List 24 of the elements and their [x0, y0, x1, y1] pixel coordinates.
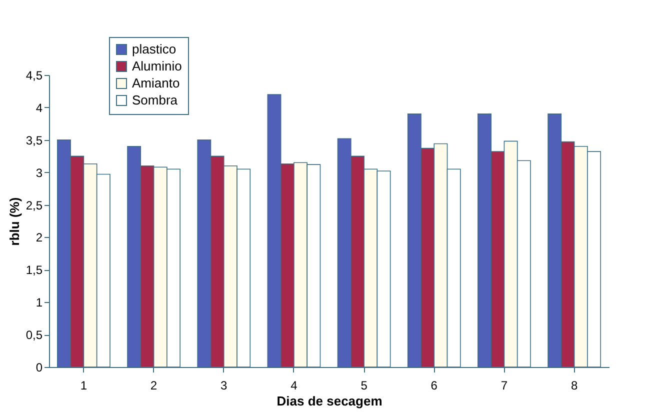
y-tick-label: 1 — [36, 296, 43, 310]
x-tick-label: 6 — [430, 378, 438, 392]
y-tick-label: 2 — [36, 230, 43, 245]
legend-label: Amianto — [132, 76, 180, 90]
y-tick-label: 4,5 — [26, 68, 43, 82]
legend-label: Aluminio — [132, 58, 182, 74]
y-tick-label: 0,5 — [26, 328, 43, 342]
y-tick-label: 0 — [36, 360, 43, 374]
y-tick-label: 3 — [36, 166, 43, 180]
x-tick-label: 3 — [220, 378, 228, 392]
x-tick-label: 2 — [150, 378, 158, 392]
x-tick-label: 1 — [80, 378, 88, 392]
legend-label: plastico — [132, 42, 176, 56]
y-axis-title: rblu (%) — [6, 197, 22, 246]
x-tick-label: 5 — [360, 378, 368, 392]
x-tick-label: 4 — [290, 378, 298, 392]
x-tick-label: 8 — [570, 378, 578, 392]
x-tick-label: 7 — [500, 378, 508, 392]
legend-label: Sombra — [132, 92, 178, 108]
y-tick-label: 2,5 — [26, 198, 43, 212]
y-tick-label: 1,5 — [26, 263, 43, 278]
x-axis-title: Dias de secagem — [276, 394, 382, 408]
y-tick-label: 4 — [36, 100, 43, 115]
y-tick-label: 3,5 — [26, 133, 43, 148]
